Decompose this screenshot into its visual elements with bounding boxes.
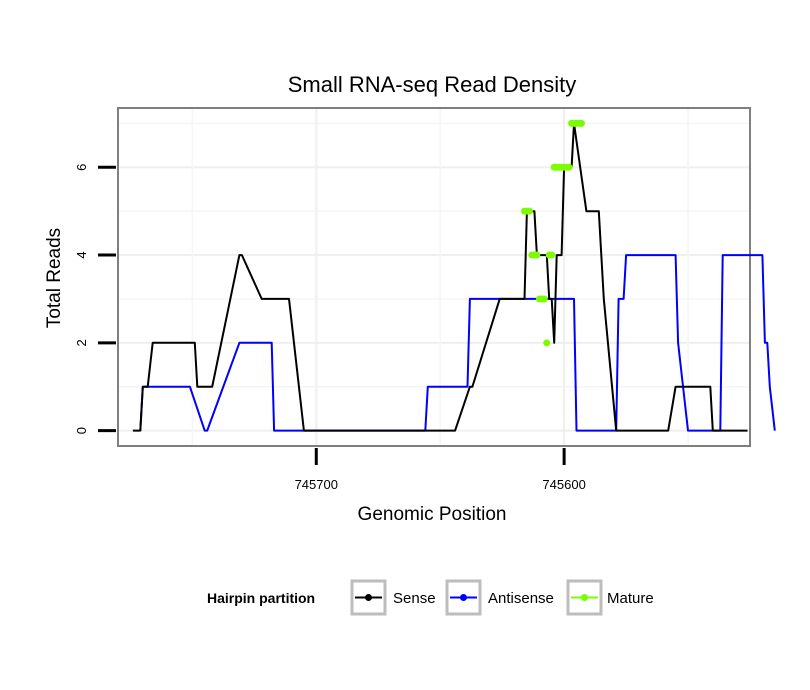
y-tick-label: 0 [74, 427, 89, 434]
mature-point [540, 295, 548, 303]
plot-border [117, 107, 751, 447]
legend-label-mature: Mature [607, 590, 654, 607]
y-tick-label: 4 [74, 251, 89, 258]
legend-title: Hairpin partition [207, 590, 315, 606]
mature-point [577, 119, 585, 127]
series-layer [132, 119, 776, 432]
y-tick-label: 2 [74, 339, 89, 346]
legend-swatch-point [365, 594, 372, 601]
x-tick-label: 745600 [542, 477, 585, 492]
antisense-series [139, 254, 776, 432]
mature-point [543, 339, 551, 347]
x-axis-title: Genomic Position [358, 504, 507, 525]
legend-label-antisense: Antisense [488, 590, 554, 607]
y-axis-ticks: 0 2 4 6 [74, 164, 116, 434]
y-tick-label: 6 [74, 164, 89, 171]
legend-swatch-point [581, 594, 588, 601]
legend-label-sense: Sense [393, 590, 436, 607]
x-tick-label: 745700 [295, 477, 338, 492]
x-axis-ticks: 745700 745600 [295, 448, 586, 492]
chart-title: Small RNA-seq Read Density [288, 72, 577, 97]
mature-point [548, 251, 556, 259]
antisense-line [139, 254, 776, 432]
y-axis-title: Total Reads [44, 228, 65, 328]
plot-panel [118, 108, 750, 446]
legend: Hairpin partition Sense Antisense Mature [207, 579, 654, 616]
mature-point [525, 207, 533, 215]
mature-point [565, 163, 573, 171]
legend-item-mature: Mature [566, 579, 654, 616]
mature-point [533, 251, 541, 259]
mature-series [520, 119, 585, 347]
legend-item-antisense: Antisense [445, 579, 554, 616]
legend-swatch-point [460, 594, 467, 601]
legend-item-sense: Sense [350, 579, 436, 616]
